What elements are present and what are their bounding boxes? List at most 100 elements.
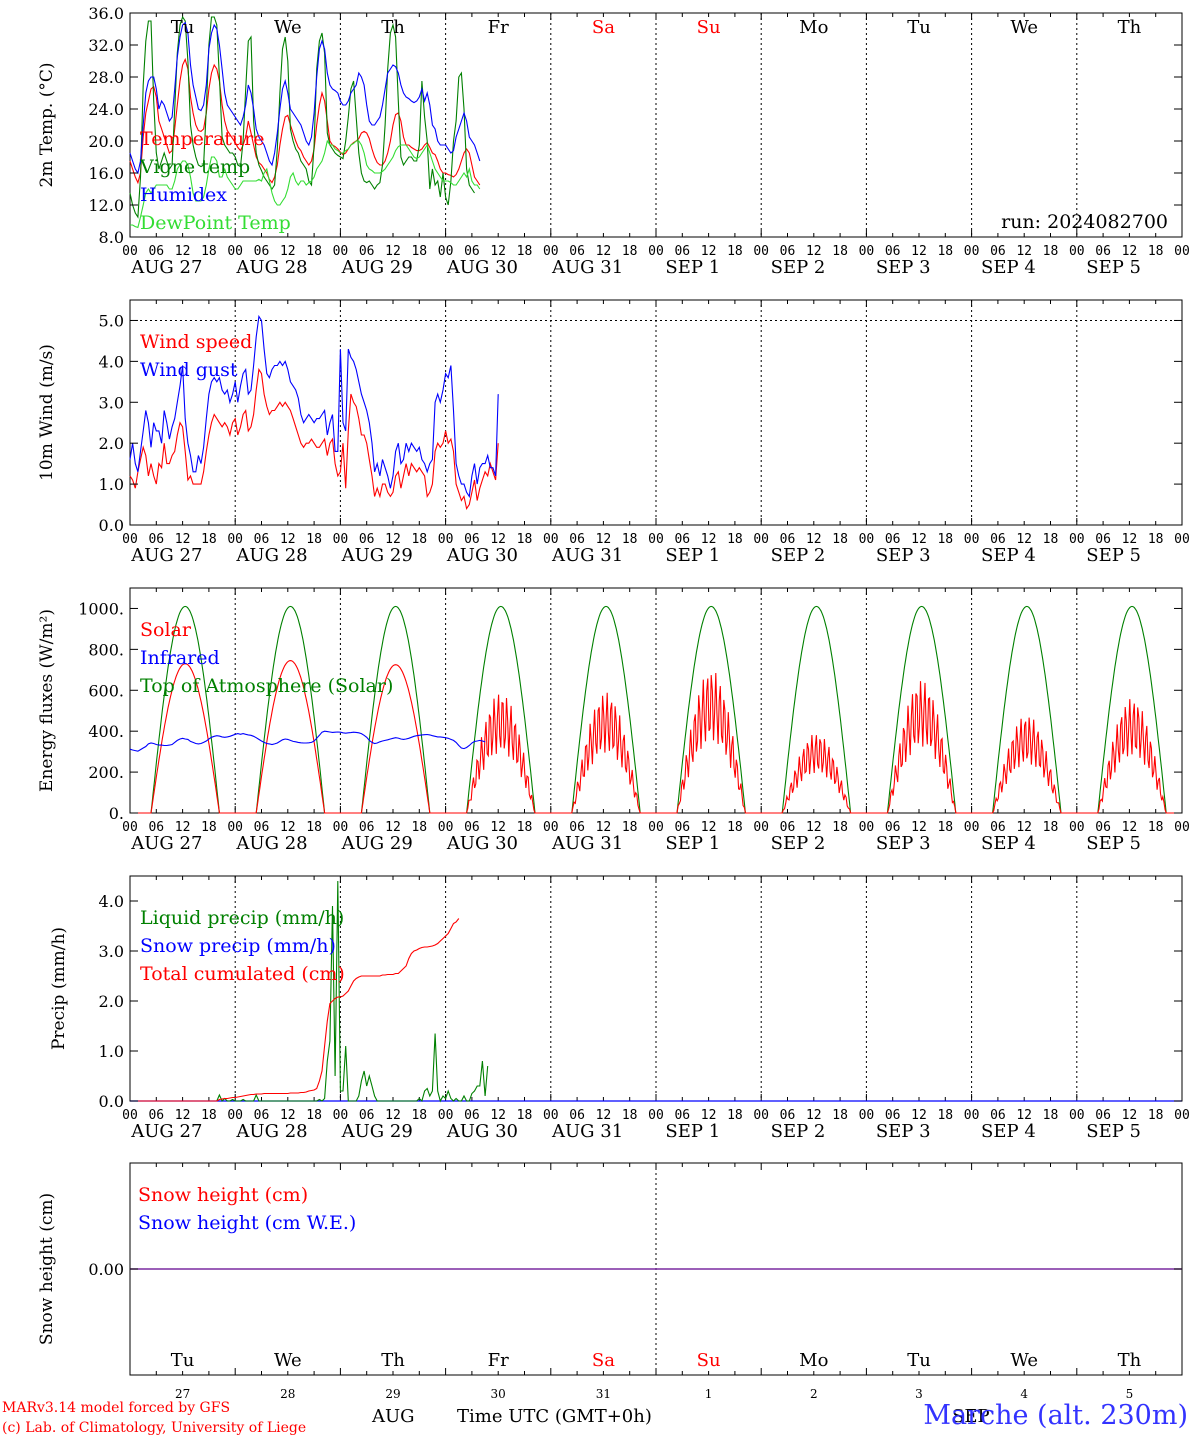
- flux-series-solar: [130, 660, 1182, 814]
- flux-hour-label: 00: [227, 820, 243, 835]
- precip-hour-label: 18: [1148, 1108, 1164, 1123]
- temp-hour-label: 18: [411, 244, 427, 259]
- snow-day-number: 29: [385, 1387, 400, 1401]
- flux-hour-label: 12: [175, 820, 191, 835]
- wind-legend-1: Wind gust: [140, 359, 238, 381]
- flux-hour-label: 00: [753, 820, 769, 835]
- snow-day-name: Su: [697, 1350, 721, 1371]
- flux-hour-label: 06: [569, 820, 585, 835]
- temp-hour-label: 00: [648, 244, 664, 259]
- snow-day-name: Mo: [799, 1350, 828, 1371]
- temp-series-dewpoint-temp: [130, 139, 481, 229]
- wind-date-label: AUG 28: [235, 545, 307, 566]
- temp-hour-label: 18: [832, 244, 848, 259]
- flux-hour-label: 12: [385, 820, 401, 835]
- temp-day-name: Tu: [171, 17, 195, 38]
- snow-ytick-label: 0.00: [88, 1260, 124, 1279]
- temp-ytick-label: 32.0: [88, 36, 124, 55]
- temp-day-name: We: [1010, 17, 1038, 38]
- flux-date-label: SEP 1: [665, 833, 720, 854]
- precip-hour-label: 18: [832, 1108, 848, 1123]
- temp-day-name: Mo: [799, 17, 828, 38]
- snow-day-number: 4: [1020, 1387, 1028, 1401]
- wind-hour-label: 00: [227, 532, 243, 547]
- flux-hour-label: 00: [1069, 820, 1085, 835]
- flux-hour-label: 00: [333, 820, 349, 835]
- precip-ytick-label: 2.0: [99, 992, 124, 1011]
- wind-hour-label: 18: [1043, 532, 1059, 547]
- snow-day-name: We: [1010, 1350, 1038, 1371]
- temp-hour-label: 06: [990, 244, 1006, 259]
- flux-hour-label: 06: [990, 820, 1006, 835]
- wind-hour-label: 12: [175, 532, 191, 547]
- temp-legend-3: DewPoint Temp: [140, 212, 291, 234]
- precip-hour-label: 06: [674, 1108, 690, 1123]
- precip-date-label: SEP 2: [771, 1121, 826, 1142]
- precip-hour-label: 18: [201, 1108, 217, 1123]
- wind-hour-label: 06: [674, 532, 690, 547]
- flux-hour-label: 18: [727, 820, 743, 835]
- month-label-sep: SEP: [952, 1406, 990, 1427]
- wind-date-label: AUG 29: [341, 545, 413, 566]
- snow-day-number: 28: [280, 1387, 295, 1401]
- temp-hour-label: 18: [937, 244, 953, 259]
- wind-hour-label: 00: [1069, 532, 1085, 547]
- temp-hour-label: 06: [1095, 244, 1111, 259]
- flux-hour-label: 00: [648, 820, 664, 835]
- wind-ytick-label: 0.0: [99, 516, 124, 535]
- snow-day-name: Sa: [592, 1350, 615, 1371]
- precip-ytick-label: 0.0: [99, 1092, 124, 1111]
- flux-date-label: AUG 29: [341, 833, 413, 854]
- flux-hour-label: 18: [622, 820, 638, 835]
- precip-hour-label: 00: [753, 1108, 769, 1123]
- snow-day-number: 30: [491, 1387, 506, 1401]
- wind-ytick-label: 4.0: [99, 352, 124, 371]
- temp-hour-label: 00: [333, 244, 349, 259]
- precip-hour-label: 18: [411, 1108, 427, 1123]
- temp-hour-label: 00: [753, 244, 769, 259]
- flux-hour-label: 06: [148, 820, 164, 835]
- temp-hour-label: 00: [543, 244, 559, 259]
- flux-hour-label: 18: [1148, 820, 1164, 835]
- temp-date-label: AUG 31: [551, 257, 623, 278]
- wind-hour-label: 18: [622, 532, 638, 547]
- wind-hour-label: 12: [806, 532, 822, 547]
- precip-hour-label: 12: [1016, 1108, 1032, 1123]
- temp-legend-0: Temperature: [140, 128, 264, 150]
- wind-hour-label: 18: [727, 532, 743, 547]
- flux-hour-label: 06: [674, 820, 690, 835]
- temp-day-name: Fr: [488, 17, 509, 38]
- wind-ytick-label: 5.0: [99, 311, 124, 330]
- precip-hour-label: 06: [569, 1108, 585, 1123]
- wind-hour-label: 06: [464, 532, 480, 547]
- flux-hour-label: 12: [701, 820, 717, 835]
- wind-ylabel: 10m Wind (m/s): [37, 344, 57, 481]
- wind-date-label: SEP 5: [1086, 545, 1141, 566]
- precip-ytick-label: 3.0: [99, 942, 124, 961]
- precip-hour-label: 18: [727, 1108, 743, 1123]
- temp-hour-label: 00: [227, 244, 243, 259]
- temp-hour-label: 06: [148, 244, 164, 259]
- precip-ytick-label: 4.0: [99, 892, 124, 911]
- temp-day-name: Tu: [907, 17, 931, 38]
- temp-day-name: Sa: [592, 17, 615, 38]
- precip-hour-label: 06: [148, 1108, 164, 1123]
- flux-legend-2: Top of Atmosphere (Solar): [140, 675, 393, 697]
- temp-hour-label: 06: [359, 244, 375, 259]
- temp-ylabel: 2m Temp. (°C): [37, 62, 57, 187]
- flux-hour-label: 06: [780, 820, 796, 835]
- temp-hour-label: 12: [280, 244, 296, 259]
- precip-hour-label: 12: [490, 1108, 506, 1123]
- temp-legend-2: Humidex: [140, 184, 227, 206]
- precip-hour-label: 06: [359, 1108, 375, 1123]
- wind-hour-label: 00: [438, 532, 454, 547]
- wind-hour-label: 18: [1148, 532, 1164, 547]
- temp-date-label: AUG 29: [341, 257, 413, 278]
- precip-hour-label: 18: [517, 1108, 533, 1123]
- wind-date-label: AUG 31: [551, 545, 623, 566]
- snow-day-name: Th: [381, 1350, 405, 1371]
- wind-series-wind-speed: [129, 367, 499, 511]
- temp-hour-label: 18: [517, 244, 533, 259]
- flux-ytick-label: 0.: [109, 804, 124, 823]
- wind-hour-label: 18: [201, 532, 217, 547]
